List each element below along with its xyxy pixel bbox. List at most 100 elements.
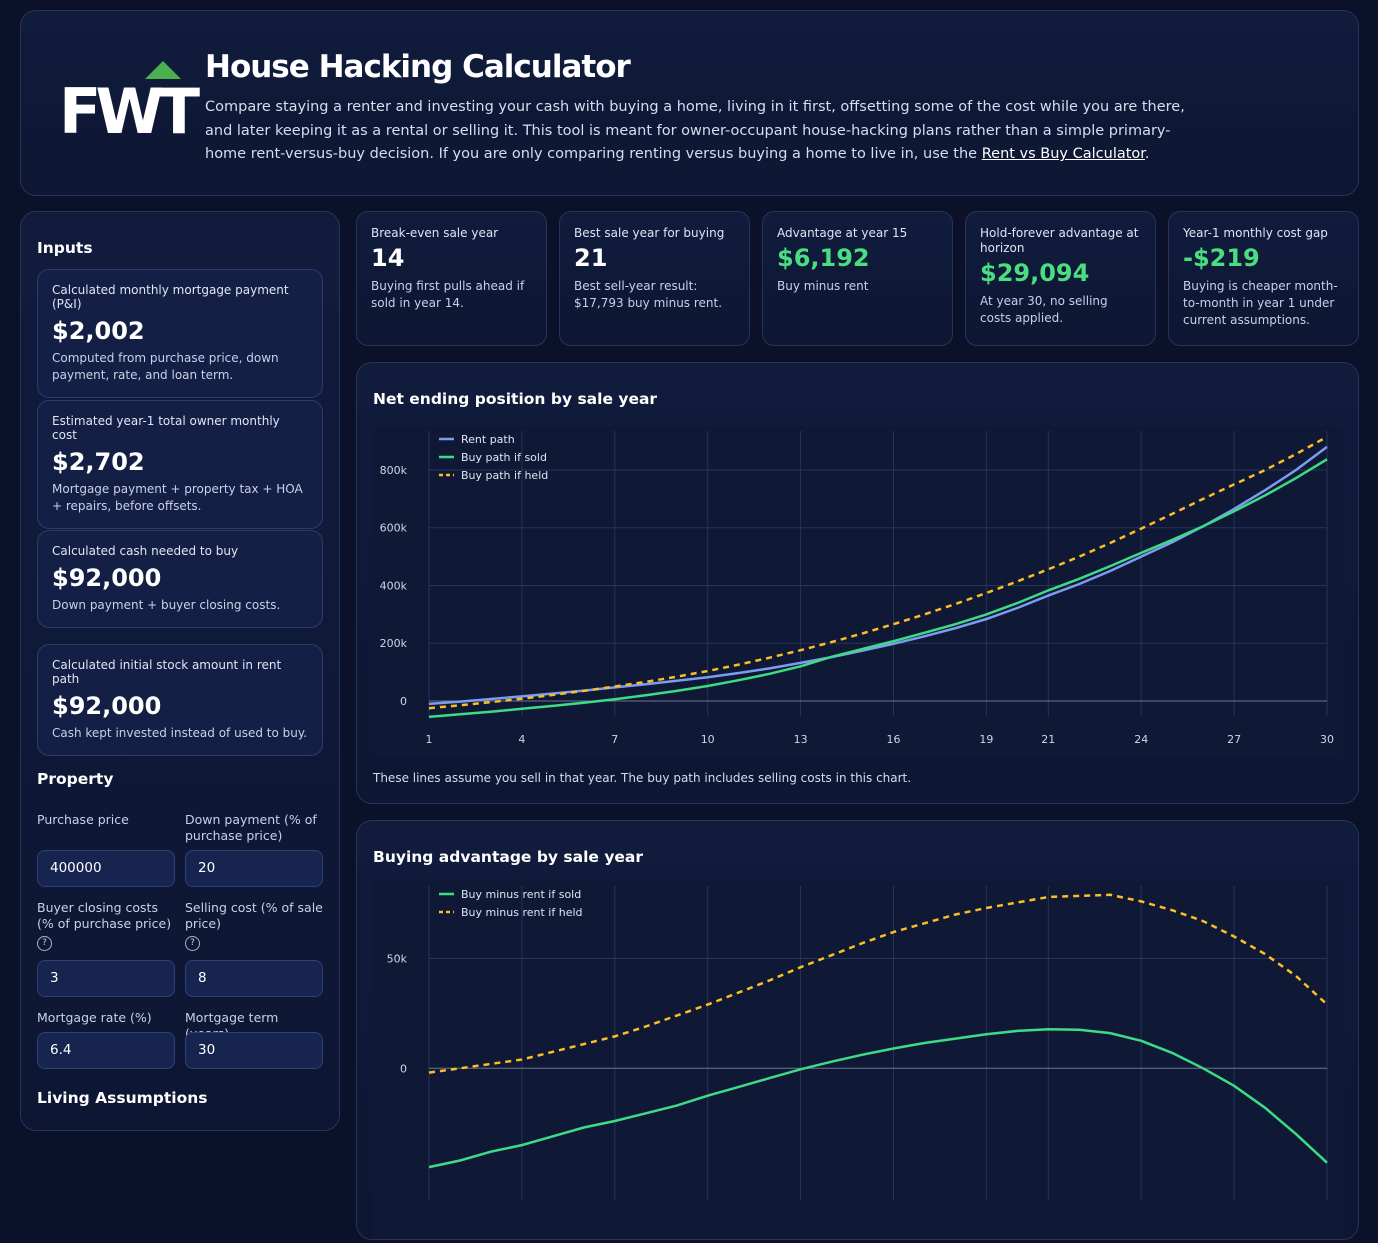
kpi-label: Advantage at year 15 bbox=[777, 226, 908, 240]
series-line bbox=[428, 458, 1328, 719]
summary-value: $92,000 bbox=[52, 564, 162, 592]
inputs-panel: Inputs Property Living Assumptions Calcu… bbox=[20, 211, 340, 1131]
description-end: . bbox=[1144, 146, 1150, 162]
x-tick-label: 24 bbox=[1134, 733, 1148, 746]
kpi-note: Buy minus rent bbox=[777, 279, 869, 293]
kpi-value: 14 bbox=[371, 244, 405, 272]
text-input[interactable]: 8 bbox=[185, 960, 323, 997]
field-label: Down payment (% of purchase price) bbox=[185, 812, 325, 844]
help-icon[interactable]: ? bbox=[185, 936, 200, 951]
summary-note: Cash kept invested instead of used to bu… bbox=[52, 726, 308, 740]
x-tick-label: 10 bbox=[701, 733, 715, 746]
chart-note: These lines assume you sell in that year… bbox=[372, 771, 911, 785]
y-tick-label: 600k bbox=[380, 522, 408, 535]
summary-label: Calculated cash needed to buy bbox=[52, 544, 239, 558]
summary-note: Computed from purchase price, down payme… bbox=[52, 351, 279, 382]
summary-note: Down payment + buyer closing costs. bbox=[52, 598, 281, 612]
x-tick-label: 13 bbox=[794, 733, 808, 746]
legend-label: Buy path if held bbox=[461, 469, 548, 482]
kpi-value: -$219 bbox=[1183, 244, 1260, 272]
kpi-note: Buying first pulls ahead if sold in year… bbox=[371, 279, 525, 310]
rent-vs-buy-link[interactable]: Rent vs Buy Calculator bbox=[981, 146, 1145, 162]
kpi-card: Best sale year for buying 21 Best sell-yea… bbox=[559, 211, 750, 346]
text-input[interactable]: 3 bbox=[37, 960, 175, 997]
inputs-title: Inputs bbox=[37, 239, 93, 257]
text-input[interactable]: 30 bbox=[185, 1032, 323, 1069]
page-title: House Hacking Calculator bbox=[205, 49, 631, 85]
kpi-value: 21 bbox=[574, 244, 608, 272]
legend-label: Rent path bbox=[461, 433, 515, 446]
y-tick-label: 50k bbox=[387, 952, 408, 965]
series-line bbox=[428, 445, 1328, 706]
summary-value: $2,002 bbox=[52, 317, 145, 345]
y-tick-label: 400k bbox=[380, 579, 408, 592]
kpi-value: $29,094 bbox=[980, 259, 1090, 287]
x-tick-label: 1 bbox=[426, 733, 433, 746]
chart-card: Net ending position by sale year These li… bbox=[356, 362, 1359, 804]
summary-card: Estimated year-1 total owner monthly cos… bbox=[37, 400, 323, 529]
section-title: Living Assumptions bbox=[37, 1089, 208, 1107]
summary-value: $2,702 bbox=[52, 448, 145, 476]
y-tick-label: 0 bbox=[400, 1062, 407, 1075]
kpi-card: Hold-forever advantage at horizon $29,094… bbox=[965, 211, 1156, 346]
kpi-label: Break-even sale year bbox=[371, 226, 499, 240]
x-tick-label: 27 bbox=[1227, 733, 1241, 746]
kpi-card: Advantage at year 15 $6,192 Buy minus rent bbox=[762, 211, 953, 346]
series-line bbox=[428, 435, 1328, 710]
x-tick-label: 7 bbox=[611, 733, 618, 746]
kpi-value: $6,192 bbox=[777, 244, 870, 272]
chart-card: Buying advantage by sale year 0 50k Buy min… bbox=[356, 820, 1359, 1243]
x-tick-label: 19 bbox=[979, 733, 993, 746]
field-label-text: Selling cost (% of sale price) bbox=[185, 900, 323, 931]
logo: FWT bbox=[59, 75, 200, 148]
field-label: Purchase price bbox=[37, 812, 177, 828]
kpi-note: Best sell-year result: $17,793 buy minus… bbox=[574, 279, 723, 310]
header: FWT House Hacking Calculator Compare sta… bbox=[20, 10, 1359, 196]
field-label: Selling cost (% of sale price)? bbox=[185, 900, 325, 951]
legend-label: Buy minus rent if held bbox=[461, 906, 583, 919]
logo-roof bbox=[145, 61, 181, 79]
field-label-text: Down payment (% of purchase price) bbox=[185, 812, 317, 843]
x-tick-label: 4 bbox=[518, 733, 525, 746]
kpi-label: Best sale year for buying bbox=[574, 226, 725, 240]
y-tick-label: 200k bbox=[380, 637, 408, 650]
x-tick-label: 30 bbox=[1320, 733, 1334, 746]
legend-label: Buy minus rent if sold bbox=[461, 888, 581, 901]
chart-title: Buying advantage by sale year bbox=[373, 848, 643, 866]
field-label-text: Buyer closing costs (% of purchase price… bbox=[37, 900, 172, 931]
kpi-note: At year 30, no selling costs applied. bbox=[980, 294, 1108, 325]
kpi-label: Hold-forever advantage at horizon bbox=[980, 226, 1139, 255]
field-label: Buyer closing costs (% of purchase price… bbox=[37, 900, 177, 951]
text-input[interactable]: 20 bbox=[185, 850, 323, 887]
kpi-note: Buying is cheaper month-to-month in year… bbox=[1183, 279, 1338, 327]
x-tick-label: 21 bbox=[1041, 733, 1055, 746]
property-title: Property bbox=[37, 770, 114, 788]
chart-title: Net ending position by sale year bbox=[373, 390, 657, 408]
kpi-card: Break-even sale year 14 Buying first pulls… bbox=[356, 211, 547, 346]
chart: Buying advantage by sale year 0 50k Buy min… bbox=[373, 848, 1343, 1243]
plot-area bbox=[373, 426, 1343, 756]
kpi-card: Year-1 monthly cost gap -$219 Buying is ch… bbox=[1168, 211, 1359, 346]
summary-value: $92,000 bbox=[52, 692, 162, 720]
description: Compare staying a renter and investing y… bbox=[205, 96, 1195, 167]
summary-label: Calculated monthly mortgage payment (P&I… bbox=[52, 283, 289, 311]
summary-label: Calculated initial stock amount in rent … bbox=[52, 658, 282, 686]
summary-card: Calculated initial stock amount in rent … bbox=[37, 644, 323, 756]
description-text: Compare staying a renter and investing y… bbox=[205, 99, 1185, 162]
field-label-text: Mortgage rate (%) bbox=[37, 1010, 152, 1025]
y-tick-label: 800k bbox=[380, 464, 408, 477]
text-input[interactable]: 400000 bbox=[37, 850, 175, 887]
kpi-label: Year-1 monthly cost gap bbox=[1183, 226, 1328, 240]
page: FWT House Hacking Calculator Compare sta… bbox=[20, 10, 1359, 1243]
summary-card: Calculated cash needed to buy $92,000 Down… bbox=[37, 530, 323, 628]
y-tick-label: 0 bbox=[400, 695, 407, 708]
chart: Net ending position by sale year These li… bbox=[372, 390, 1343, 785]
summary-label: Estimated year-1 total owner monthly cos… bbox=[52, 414, 280, 442]
summary-note: Mortgage payment + property tax + HOA + … bbox=[52, 482, 303, 513]
field-label: Mortgage rate (%) bbox=[37, 1010, 177, 1026]
text-input[interactable]: 6.4 bbox=[37, 1032, 175, 1069]
field-label-text: Purchase price bbox=[37, 812, 129, 827]
help-icon[interactable]: ? bbox=[37, 936, 52, 951]
x-tick-label: 16 bbox=[886, 733, 900, 746]
legend-label: Buy path if sold bbox=[461, 451, 547, 464]
